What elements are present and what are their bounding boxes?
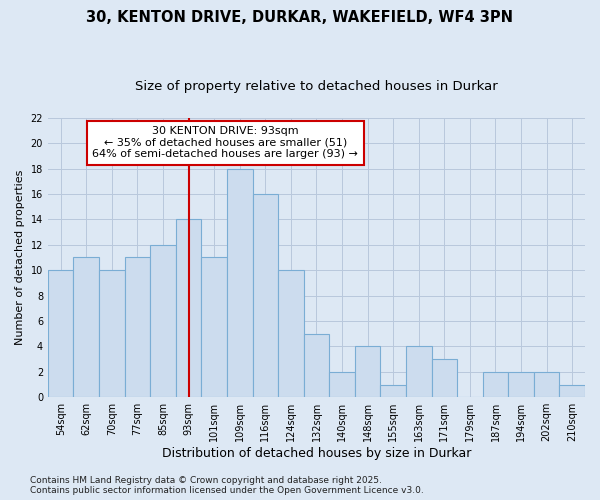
Bar	[355, 346, 380, 397]
Bar	[534, 372, 559, 397]
Y-axis label: Number of detached properties: Number of detached properties	[15, 170, 25, 345]
Bar	[125, 258, 150, 397]
Bar	[406, 346, 431, 397]
Bar	[329, 372, 355, 397]
Bar	[73, 258, 99, 397]
Bar	[253, 194, 278, 397]
Text: 30, KENTON DRIVE, DURKAR, WAKEFIELD, WF4 3PN: 30, KENTON DRIVE, DURKAR, WAKEFIELD, WF4…	[86, 10, 514, 25]
Bar	[304, 334, 329, 397]
Text: Contains HM Land Registry data © Crown copyright and database right 2025.
Contai: Contains HM Land Registry data © Crown c…	[30, 476, 424, 495]
Bar	[99, 270, 125, 397]
Bar	[202, 258, 227, 397]
Bar	[508, 372, 534, 397]
Text: 30 KENTON DRIVE: 93sqm
← 35% of detached houses are smaller (51)
64% of semi-det: 30 KENTON DRIVE: 93sqm ← 35% of detached…	[92, 126, 358, 160]
Bar	[559, 384, 585, 397]
Bar	[278, 270, 304, 397]
Bar	[227, 168, 253, 397]
Bar	[431, 359, 457, 397]
X-axis label: Distribution of detached houses by size in Durkar: Distribution of detached houses by size …	[162, 447, 471, 460]
Title: Size of property relative to detached houses in Durkar: Size of property relative to detached ho…	[135, 80, 498, 93]
Bar	[48, 270, 73, 397]
Bar	[176, 220, 202, 397]
Bar	[150, 245, 176, 397]
Bar	[482, 372, 508, 397]
Bar	[380, 384, 406, 397]
